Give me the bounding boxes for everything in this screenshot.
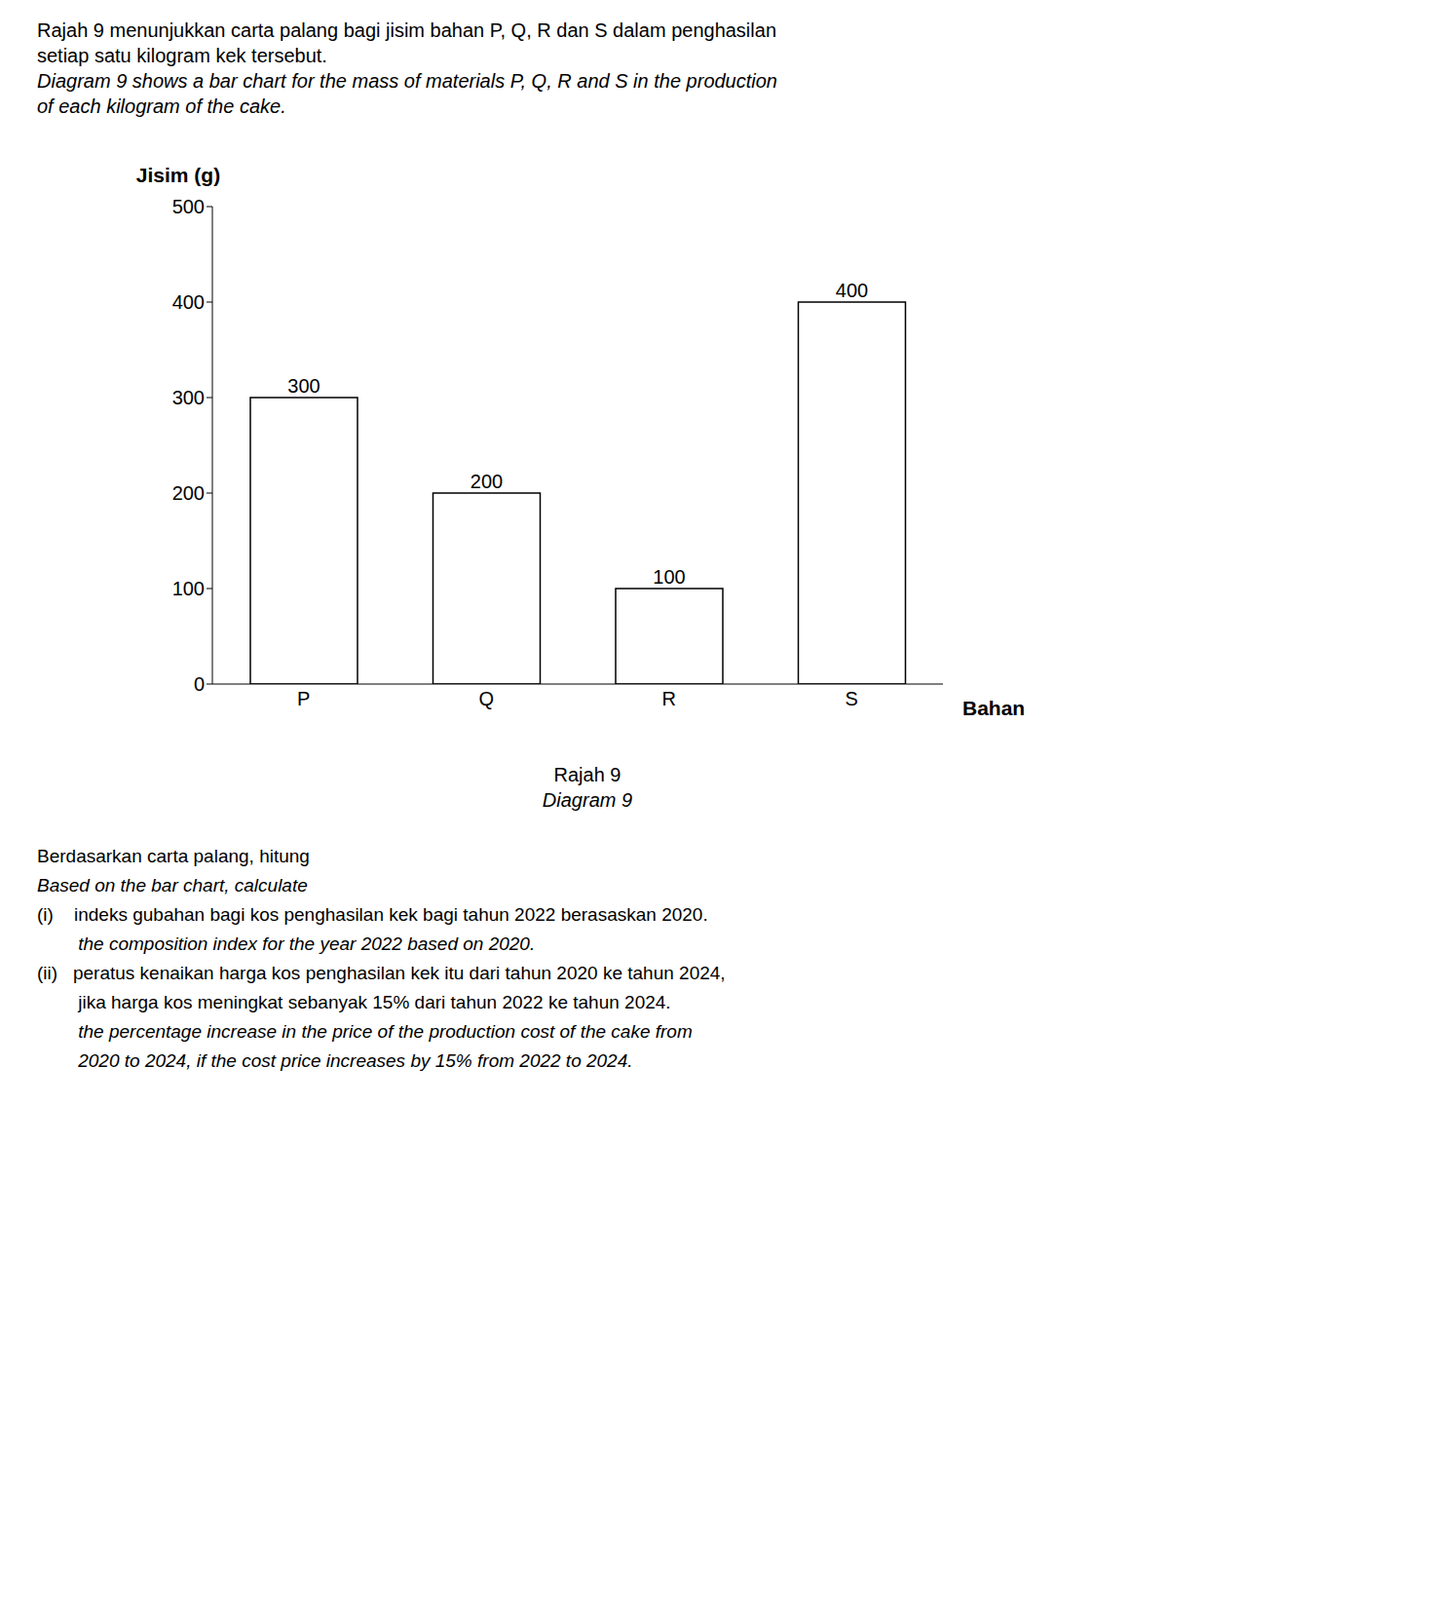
svg-text:S: S xyxy=(845,687,859,710)
svg-text:100: 100 xyxy=(652,565,685,588)
html-text:jika harga kos meningkat seban: jika harga kos meningkat sebanyak 15% da… xyxy=(37,991,671,1013)
html-text:Rajah 9: Rajah 9 xyxy=(553,763,621,786)
svg-text:400: 400 xyxy=(172,291,205,313)
html-text:setiap satu kilogram kek terse: setiap satu kilogram kek tersebut. xyxy=(37,44,328,67)
html-text:Rajah 9 menunjukkan carta pala: Rajah 9 menunjukkan carta palang bagi ji… xyxy=(37,19,777,41)
svg-text:100: 100 xyxy=(172,577,205,600)
html-text:(ii) peratus kenaikan harga ko: (ii) peratus kenaikan harga kos penghasi… xyxy=(37,962,726,983)
svg-text:R: R xyxy=(662,687,677,710)
svg-text:200: 200 xyxy=(172,482,205,504)
html-text:the composition index for the: the composition index for the year 2022 … xyxy=(37,933,535,954)
html-text:the percentage increase in the: the percentage increase in the price of … xyxy=(37,1020,693,1042)
html-text:Diagram 9 shows a bar chart fo: Diagram 9 shows a bar chart for the mass… xyxy=(37,70,778,92)
svg-text:P: P xyxy=(297,687,310,710)
svg-text:200: 200 xyxy=(470,470,503,492)
svg-text:300: 300 xyxy=(287,375,320,397)
html-text:Diagram 9: Diagram 9 xyxy=(542,789,633,811)
svg-text:400: 400 xyxy=(835,279,868,302)
html-text:2020 to 2024, if the cost pric: 2020 to 2024, if the cost price increase… xyxy=(37,1050,633,1071)
html-text:(i) indeks gubahan bagi kos pe: (i) indeks gubahan bagi kos penghasilan … xyxy=(37,903,708,925)
svg-text:300: 300 xyxy=(172,386,205,409)
svg-text:Q: Q xyxy=(478,687,494,710)
svg-text:0: 0 xyxy=(193,673,205,695)
html-text:of each kilogram of the cake.: of each kilogram of the cake. xyxy=(37,95,287,117)
svg-text:Bahan: Bahan xyxy=(962,696,1025,719)
html-text:Based on the bar chart, calcul: Based on the bar chart, calculate xyxy=(37,874,308,896)
svg-text:500: 500 xyxy=(172,195,205,218)
svg-text:Jisim (g): Jisim (g) xyxy=(136,163,221,187)
html-text:Berdasarkan carta palang, hitu: Berdasarkan carta palang, hitung xyxy=(37,845,310,866)
